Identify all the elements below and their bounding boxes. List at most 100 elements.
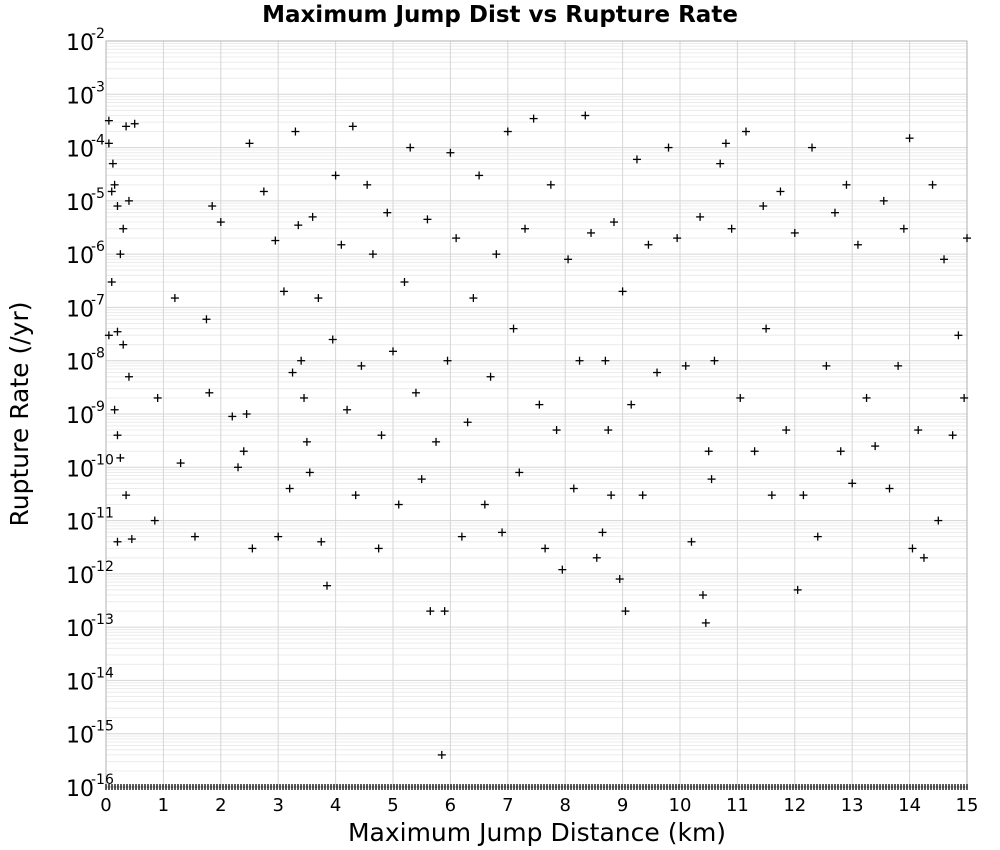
- y-tick-label: 10-7: [66, 292, 105, 322]
- data-point: [274, 532, 283, 541]
- data-point: [389, 347, 397, 356]
- y-tick-base: 10: [66, 670, 94, 695]
- data-point: [297, 356, 306, 365]
- data-point: [701, 618, 710, 627]
- data-point: [348, 122, 357, 131]
- y-tick-exponent: -8: [91, 346, 105, 362]
- data-point: [704, 447, 713, 456]
- y-tick-exponent: -13: [91, 612, 114, 628]
- y-tick-exponent: -14: [91, 665, 114, 681]
- data-point: [113, 537, 122, 546]
- data-point: [437, 750, 446, 759]
- data-point: [113, 431, 122, 440]
- y-tick-label: 10-10: [66, 452, 114, 482]
- y-tick-label: 10-5: [66, 186, 105, 216]
- data-point: [308, 212, 317, 221]
- data-point: [331, 171, 340, 180]
- data-point: [871, 442, 880, 451]
- data-point: [239, 447, 248, 456]
- x-axis-label: Maximum Jump Distance (km): [348, 818, 726, 847]
- data-point: [492, 250, 501, 259]
- data-point: [498, 528, 507, 537]
- data-point: [107, 278, 116, 287]
- zero-rate-marks: [105, 784, 968, 790]
- data-point: [853, 240, 862, 249]
- data-points: [104, 111, 971, 759]
- data-point: [104, 116, 113, 125]
- data-point: [673, 234, 682, 243]
- x-tick-label: 3: [272, 795, 283, 816]
- y-tick-base: 10: [66, 724, 94, 749]
- data-point: [469, 294, 478, 303]
- data-point: [928, 180, 937, 189]
- data-point: [575, 356, 584, 365]
- y-tick-label: 10-3: [66, 79, 105, 109]
- data-point: [782, 426, 791, 435]
- data-point: [294, 221, 303, 230]
- data-point: [248, 544, 257, 553]
- y-tick-base: 10: [66, 564, 94, 589]
- data-point: [202, 315, 211, 324]
- data-point: [799, 491, 808, 500]
- data-point: [963, 234, 971, 243]
- data-point: [558, 565, 567, 574]
- data-point: [228, 412, 237, 421]
- data-point: [377, 431, 386, 440]
- x-tick-label: 8: [559, 795, 570, 816]
- data-point: [736, 393, 745, 402]
- y-tick-label: 10-14: [66, 665, 114, 695]
- data-point: [899, 224, 908, 233]
- y-tick-exponent: -3: [91, 79, 105, 95]
- data-point: [687, 537, 696, 546]
- data-point: [710, 356, 719, 365]
- data-point: [621, 607, 630, 616]
- data-point: [601, 356, 610, 365]
- x-tick-labels: 0 1 2 3 4 5 6 7 8 9 10 11 12 13 14 15: [100, 795, 978, 816]
- data-point: [894, 361, 903, 370]
- data-point: [124, 196, 133, 205]
- data-point: [383, 208, 392, 217]
- data-point: [618, 287, 627, 296]
- data-point: [242, 410, 251, 418]
- data-point: [119, 340, 128, 349]
- chart-title: Maximum Jump Dist vs Rupture Rate: [262, 2, 738, 28]
- data-point: [954, 331, 963, 340]
- y-tick-label: 10-8: [66, 346, 105, 376]
- data-point: [357, 361, 366, 370]
- data-point: [328, 335, 337, 344]
- y-tick-base: 10: [66, 84, 94, 109]
- data-point: [698, 591, 707, 600]
- data-point: [638, 491, 647, 500]
- data-point: [423, 215, 432, 224]
- y-tick-label: 10-11: [66, 506, 114, 536]
- y-tick-base: 10: [66, 617, 94, 642]
- data-point: [813, 532, 822, 541]
- data-point: [417, 475, 426, 484]
- y-axis-label: Rupture Rate (/yr): [5, 302, 34, 527]
- y-tick-labels: 10-210-310-410-510-610-710-810-910-1010-…: [66, 26, 114, 802]
- data-point: [521, 224, 530, 233]
- data-point: [905, 134, 914, 143]
- data-point: [205, 388, 214, 397]
- data-point: [107, 187, 116, 196]
- x-tick-label: 13: [841, 795, 864, 816]
- data-point: [653, 368, 662, 377]
- y-tick-label: 10-2: [66, 26, 105, 56]
- data-point: [934, 516, 943, 525]
- data-point: [587, 228, 596, 237]
- data-point: [279, 287, 288, 296]
- data-point: [848, 479, 857, 488]
- data-point: [406, 143, 415, 152]
- x-tick-label: 5: [387, 795, 398, 816]
- x-tick-label: 7: [502, 795, 513, 816]
- data-point: [216, 218, 225, 227]
- data-point: [509, 324, 518, 333]
- data-point: [351, 491, 360, 500]
- x-tick-label: 9: [617, 795, 628, 816]
- data-point: [480, 500, 489, 509]
- data-point: [153, 393, 162, 402]
- y-tick-base: 10: [66, 138, 94, 163]
- data-point: [879, 196, 888, 205]
- data-point: [122, 491, 131, 500]
